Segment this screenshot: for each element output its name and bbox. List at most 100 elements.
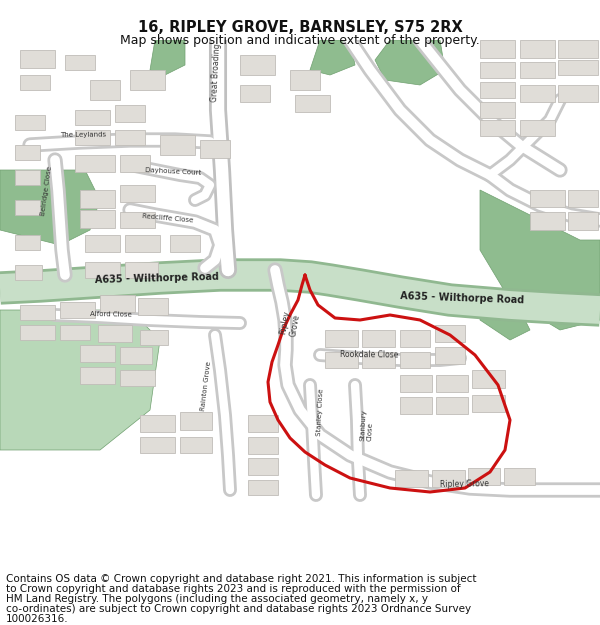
- Text: Contains OS data © Crown copyright and database right 2021. This information is : Contains OS data © Crown copyright and d…: [6, 574, 476, 584]
- Text: Map shows position and indicative extent of the property.: Map shows position and indicative extent…: [120, 34, 480, 47]
- Polygon shape: [400, 330, 430, 347]
- Polygon shape: [295, 95, 330, 112]
- Polygon shape: [436, 397, 468, 414]
- Polygon shape: [290, 70, 320, 90]
- Polygon shape: [120, 155, 150, 172]
- Polygon shape: [568, 212, 598, 230]
- Polygon shape: [75, 130, 110, 145]
- Polygon shape: [480, 62, 515, 78]
- Text: Alford Close: Alford Close: [90, 311, 132, 318]
- Polygon shape: [170, 235, 200, 252]
- Polygon shape: [240, 85, 270, 102]
- Polygon shape: [248, 415, 278, 432]
- Polygon shape: [180, 412, 212, 430]
- Polygon shape: [140, 415, 175, 432]
- Polygon shape: [435, 347, 465, 364]
- Text: Stanley Close: Stanley Close: [316, 388, 325, 436]
- Polygon shape: [120, 212, 155, 228]
- Text: HM Land Registry. The polygons (including the associated geometry, namely x, y: HM Land Registry. The polygons (includin…: [6, 594, 428, 604]
- Text: to Crown copyright and database rights 2023 and is reproduced with the permissio: to Crown copyright and database rights 2…: [6, 584, 461, 594]
- Text: Ripley Grove: Ripley Grove: [440, 479, 489, 489]
- Polygon shape: [180, 437, 212, 453]
- Polygon shape: [15, 235, 40, 250]
- Polygon shape: [75, 155, 115, 172]
- Polygon shape: [520, 40, 555, 58]
- Polygon shape: [160, 135, 195, 155]
- Polygon shape: [60, 302, 95, 318]
- Polygon shape: [130, 70, 165, 90]
- Polygon shape: [436, 375, 468, 392]
- Text: Stanbury
Close: Stanbury Close: [360, 409, 374, 441]
- Polygon shape: [138, 298, 168, 315]
- Polygon shape: [15, 145, 40, 160]
- Polygon shape: [98, 325, 132, 342]
- Polygon shape: [400, 375, 432, 392]
- Polygon shape: [480, 290, 530, 340]
- Polygon shape: [504, 468, 535, 485]
- Text: Belridge Close: Belridge Close: [40, 166, 53, 216]
- Polygon shape: [248, 480, 278, 495]
- Text: Dayhouse Court: Dayhouse Court: [145, 167, 202, 176]
- Polygon shape: [80, 367, 115, 384]
- Polygon shape: [362, 352, 395, 368]
- Polygon shape: [520, 120, 555, 136]
- Polygon shape: [472, 395, 505, 412]
- Text: The Leylands: The Leylands: [60, 132, 106, 138]
- Text: 16, RIPLEY GROVE, BARNSLEY, S75 2RX: 16, RIPLEY GROVE, BARNSLEY, S75 2RX: [137, 20, 463, 35]
- Polygon shape: [100, 295, 135, 312]
- Polygon shape: [480, 82, 515, 98]
- Polygon shape: [15, 265, 42, 280]
- Text: Great Broading: Great Broading: [210, 43, 222, 102]
- Polygon shape: [432, 470, 465, 487]
- Polygon shape: [558, 60, 598, 75]
- Polygon shape: [558, 85, 598, 102]
- Polygon shape: [90, 80, 120, 100]
- Text: Ripley
Grove: Ripley Grove: [278, 310, 301, 337]
- Polygon shape: [375, 40, 445, 85]
- Polygon shape: [310, 40, 355, 75]
- Polygon shape: [65, 55, 95, 70]
- Polygon shape: [120, 370, 155, 386]
- Polygon shape: [325, 330, 358, 347]
- Polygon shape: [480, 190, 600, 330]
- Polygon shape: [435, 325, 465, 342]
- Polygon shape: [115, 130, 145, 145]
- Polygon shape: [395, 470, 428, 487]
- Polygon shape: [120, 347, 152, 364]
- Polygon shape: [125, 235, 160, 252]
- Polygon shape: [75, 110, 110, 125]
- Text: Rookdale Close: Rookdale Close: [340, 351, 398, 360]
- Polygon shape: [558, 40, 598, 58]
- Polygon shape: [468, 468, 500, 485]
- Polygon shape: [20, 325, 55, 340]
- Polygon shape: [472, 370, 505, 388]
- Polygon shape: [248, 437, 278, 454]
- Polygon shape: [0, 170, 100, 245]
- Polygon shape: [240, 55, 275, 75]
- Polygon shape: [400, 397, 432, 414]
- Polygon shape: [15, 200, 40, 215]
- Text: Redcliffe Close: Redcliffe Close: [142, 213, 194, 223]
- Polygon shape: [80, 210, 115, 228]
- Polygon shape: [120, 185, 155, 202]
- Polygon shape: [248, 458, 278, 475]
- Polygon shape: [480, 102, 515, 118]
- Text: co-ordinates) are subject to Crown copyright and database rights 2023 Ordnance S: co-ordinates) are subject to Crown copyr…: [6, 604, 471, 614]
- Polygon shape: [115, 105, 145, 122]
- Polygon shape: [140, 330, 168, 345]
- Text: Rainton Grove: Rainton Grove: [200, 361, 212, 411]
- Polygon shape: [140, 437, 175, 453]
- Polygon shape: [568, 190, 598, 207]
- Polygon shape: [325, 352, 358, 368]
- Polygon shape: [520, 62, 555, 78]
- Polygon shape: [530, 190, 565, 207]
- Polygon shape: [20, 305, 55, 320]
- Polygon shape: [85, 235, 120, 252]
- Text: A635 - Wilthorpe Road: A635 - Wilthorpe Road: [400, 291, 524, 305]
- Polygon shape: [80, 345, 115, 362]
- Polygon shape: [362, 330, 395, 347]
- Polygon shape: [520, 85, 555, 102]
- Polygon shape: [0, 310, 160, 450]
- Polygon shape: [480, 40, 515, 58]
- Polygon shape: [480, 120, 515, 136]
